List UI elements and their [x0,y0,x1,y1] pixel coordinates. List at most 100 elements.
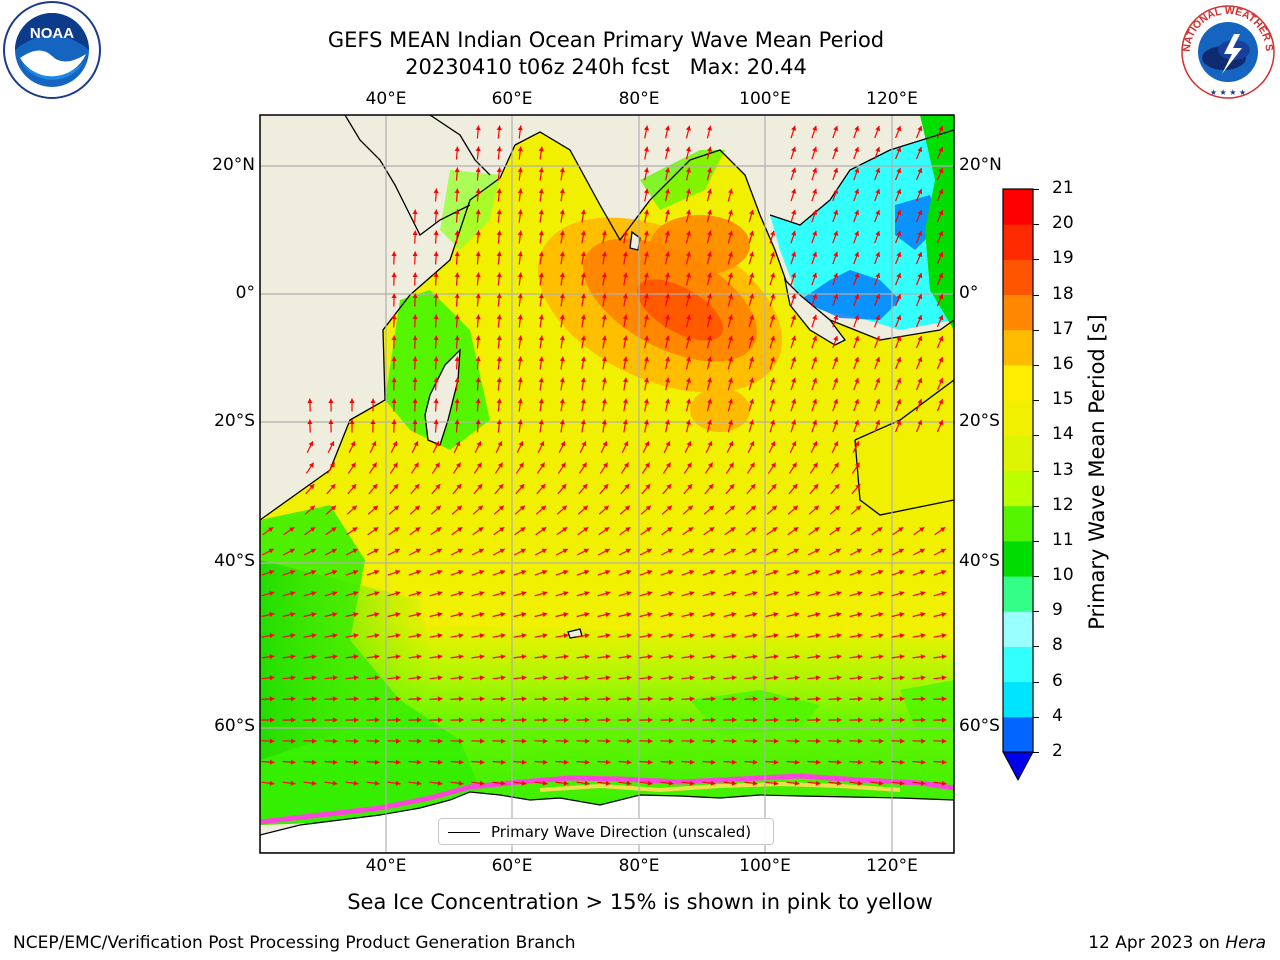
direction-arrow-head [437,738,443,744]
direction-arrow-head [601,356,607,362]
direction-arrow-head [643,146,649,152]
direction-arrow-head [454,419,460,425]
direction-arrow-head [328,398,334,403]
direction-arrow-head [543,717,548,723]
direction-arrow-head [791,398,797,404]
direction-arrow-head [626,654,632,660]
direction-arrow-head [496,293,502,299]
direction-arrow-head [749,419,755,425]
direction-arrow-head [352,548,358,554]
direction-arrow-head [685,314,691,320]
direction-arrow-head [290,759,296,765]
direction-arrow-head [917,315,923,321]
direction-arrow-head [812,146,818,152]
direction-arrow-head [645,505,651,511]
direction-arrow-head [685,377,691,383]
direction-arrow-head [707,230,712,236]
lon-label-bottom-40e: 40°E [365,856,407,876]
direction-arrow-head [391,293,397,299]
direction-arrow-head [770,293,776,299]
direction-arrow-head [498,484,504,490]
direction-arrow-head [896,336,902,342]
direction-arrow-head [436,548,442,554]
direction-arrow-head [667,548,673,554]
direction-arrow-head [454,188,460,194]
direction-arrow-head [496,167,502,173]
direction-arrow-head [475,209,481,215]
direction-arrow-head [707,146,712,152]
direction-arrow-head [689,569,695,575]
direction-arrow-head [854,209,860,215]
colorbar-tick-mark [1033,716,1039,718]
direction-arrow-head [563,696,569,702]
direction-arrow-head [517,293,523,299]
direction-arrow-head [436,527,442,532]
direction-arrow-head [435,484,441,490]
direction-arrow-head [921,717,926,723]
direction-arrow-head [710,569,716,575]
direction-arrow-head [749,209,755,215]
direction-arrow-head [517,356,523,362]
direction-arrow-head [833,462,839,468]
lat-label-left-0: 0° [235,283,255,303]
direction-arrow-head [454,167,460,173]
direction-arrow-head [521,780,527,786]
direction-arrow-head [812,462,818,468]
direction-arrow-head [480,717,485,723]
direction-arrow-head [685,335,691,341]
direction-arrow-head [307,419,313,425]
direction-arrow-head [496,419,502,425]
direction-arrow-head [454,398,460,404]
direction-arrow-head [941,759,947,765]
direction-arrow-head [728,419,733,425]
direction-arrow-head [896,315,902,321]
direction-arrow-head [833,293,839,299]
direction-arrow-head [668,738,674,744]
direction-arrow-head [752,654,758,660]
direction-arrow-head [771,484,777,490]
direction-arrow-head [643,230,649,236]
direction-arrow-head [475,377,481,383]
direction-arrow-head [875,167,881,174]
direction-arrow-head [896,189,902,195]
direction-arrow-head [626,569,632,575]
direction-arrow-head [772,527,778,532]
direction-arrow-head [875,230,881,237]
direction-arrow-head [456,505,462,511]
direction-arrow-head [731,738,737,744]
direction-arrow-head [813,484,819,490]
direction-arrow-head [646,527,652,532]
direction-arrow-head [521,675,527,681]
direction-arrow-head [475,272,481,278]
direction-arrow-head [412,314,418,320]
direction-arrow-head [311,591,317,596]
colorbar-tick-mark [1033,189,1039,190]
direction-arrow-head [268,548,274,554]
colorbar-tick-mark [1033,505,1039,507]
direction-arrow-head [791,293,797,299]
direction-arrow-head [290,569,296,575]
direction-arrow-head [749,230,755,236]
direction-arrow-head [521,654,527,660]
colorbar-segment [1003,400,1033,436]
direction-arrow-head [311,569,317,575]
direction-arrow-head [917,168,923,174]
direction-arrow-head [457,527,463,532]
direction-arrow-head [752,759,758,765]
direction-arrow-head [815,612,821,618]
direction-arrow-head [729,484,735,490]
direction-arrow-head [475,335,481,341]
direction-arrow-head [332,569,338,575]
direction-arrow-head [854,377,860,383]
direction-arrow-head [454,146,460,152]
direction-arrow-head [941,569,947,575]
direction-arrow-head [668,612,674,618]
direction-arrow-head [685,167,691,173]
direction-arrow-head [626,780,632,786]
direction-arrow-head [644,462,650,468]
direction-arrow-head [857,591,863,596]
footer-host: Hera [1225,933,1266,953]
direction-arrow-head [580,251,586,257]
colorbar-tick-mark [1033,646,1039,648]
sea-cyan-east [770,130,954,330]
